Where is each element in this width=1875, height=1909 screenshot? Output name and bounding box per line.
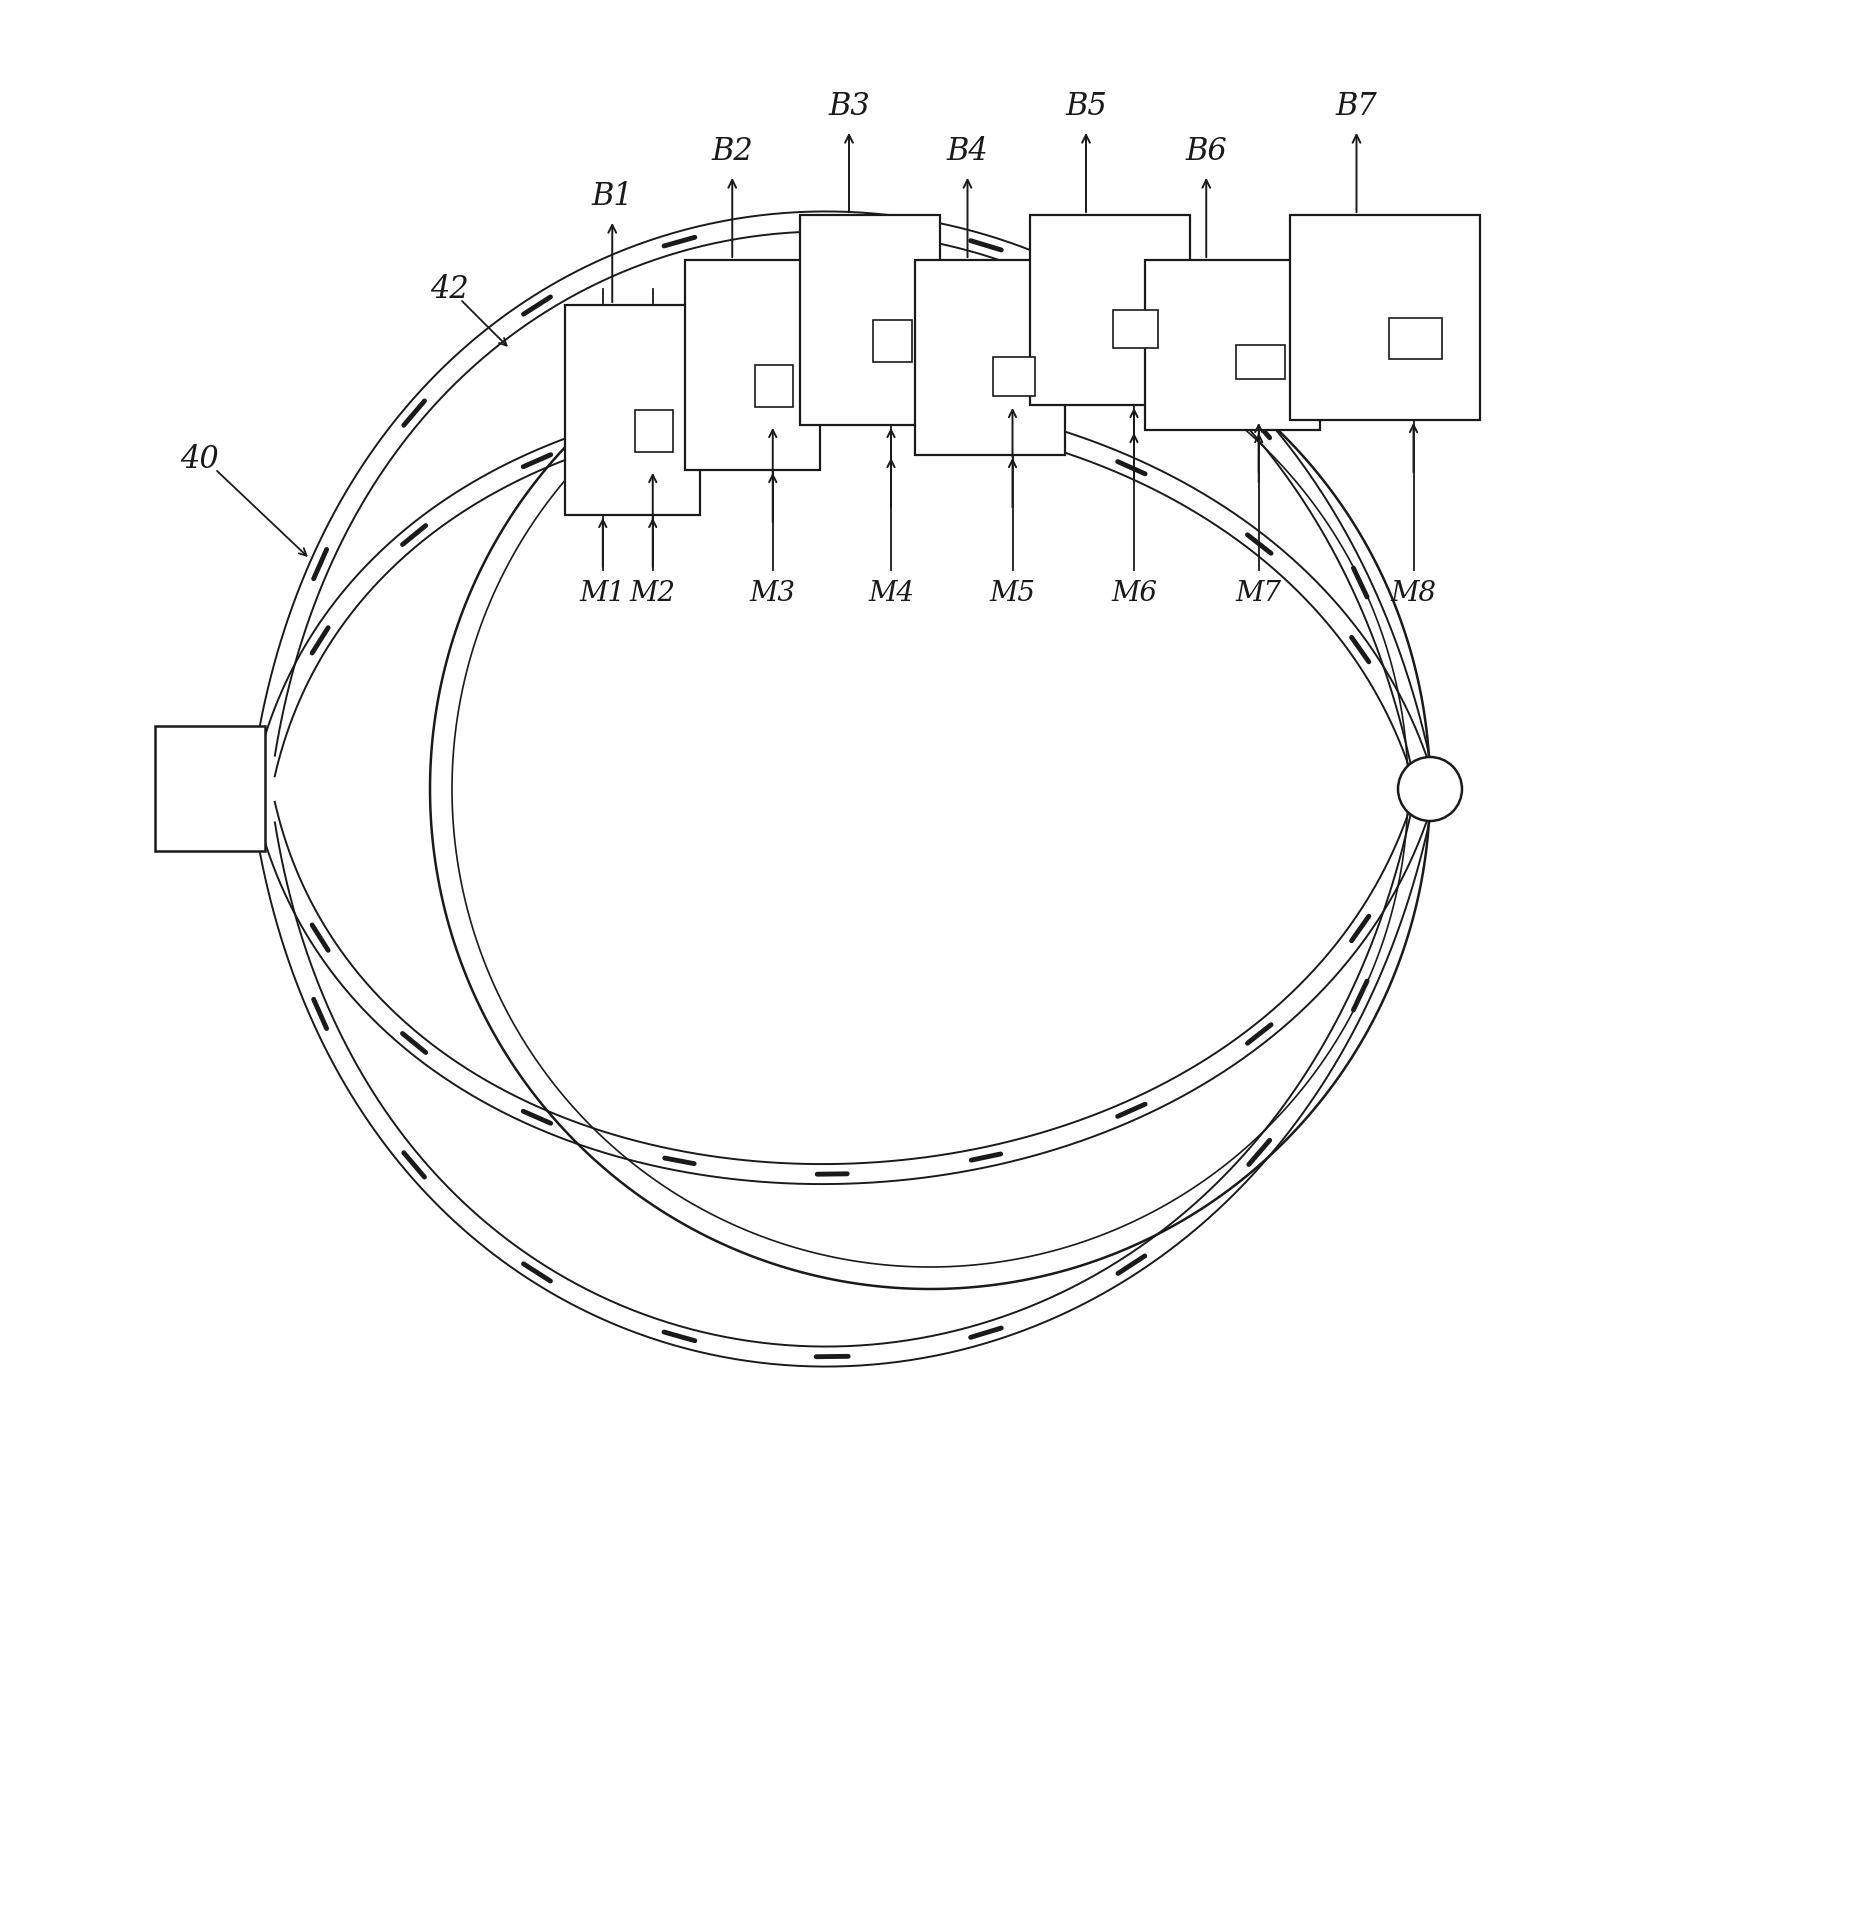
Bar xyxy=(1029,216,1191,405)
Bar xyxy=(1290,216,1479,420)
Bar xyxy=(994,357,1035,397)
Bar xyxy=(636,410,673,452)
Text: M5: M5 xyxy=(990,580,1035,607)
Bar xyxy=(1114,309,1159,347)
Text: B4: B4 xyxy=(947,136,988,166)
Bar xyxy=(915,260,1065,454)
Text: M2: M2 xyxy=(630,580,675,607)
Text: M4: M4 xyxy=(868,580,913,607)
Bar xyxy=(756,365,793,407)
Text: M7: M7 xyxy=(1236,580,1282,607)
Bar xyxy=(564,305,699,515)
Text: B6: B6 xyxy=(1185,136,1226,166)
Text: M3: M3 xyxy=(750,580,795,607)
Circle shape xyxy=(1399,758,1462,821)
Text: B5: B5 xyxy=(1065,92,1106,122)
Text: M8: M8 xyxy=(1391,580,1436,607)
Text: M1: M1 xyxy=(579,580,626,607)
Text: 40: 40 xyxy=(180,443,219,475)
Bar xyxy=(801,216,939,426)
Bar xyxy=(1236,346,1284,380)
Bar xyxy=(156,725,264,851)
Bar xyxy=(1389,317,1442,359)
Bar xyxy=(1146,260,1320,430)
Text: B1: B1 xyxy=(591,181,634,212)
Text: M6: M6 xyxy=(1112,580,1157,607)
Text: B7: B7 xyxy=(1335,92,1378,122)
Bar xyxy=(684,260,819,470)
Bar xyxy=(872,321,911,363)
Text: B2: B2 xyxy=(711,136,754,166)
Text: 42: 42 xyxy=(429,273,469,305)
Text: B3: B3 xyxy=(829,92,870,122)
